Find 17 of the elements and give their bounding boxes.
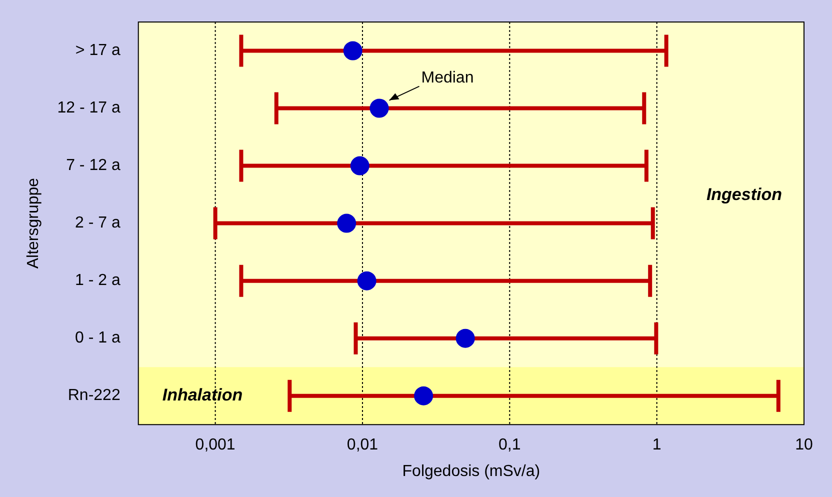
x-axis-title: Folgedosis (mSv/a) xyxy=(402,462,540,480)
annotation: Median xyxy=(421,70,474,87)
annotation: Ingestion xyxy=(706,184,782,204)
x-tick-label: 0,001 xyxy=(195,436,236,454)
y-tick-label: 0 - 1 a xyxy=(74,330,120,347)
y-tick-label: Rn-222 xyxy=(68,387,120,404)
x-tick-label: 0,1 xyxy=(498,436,521,454)
y-tick-label: > 17 a xyxy=(75,42,120,60)
x-tick-label: 1 xyxy=(652,436,662,454)
x-tick-label: 0,01 xyxy=(346,436,378,454)
x-tick-label: 10 xyxy=(795,436,813,454)
y-axis-title: Altersgruppe xyxy=(25,178,42,269)
y-tick-label: 2 - 7 a xyxy=(74,214,120,232)
y-tick-label: 7 - 12 a xyxy=(66,157,120,174)
band-label: Inhalation xyxy=(162,386,243,405)
y-tick-label: 12 - 17 a xyxy=(57,100,120,117)
y-tick-label: 1 - 2 a xyxy=(74,272,120,290)
